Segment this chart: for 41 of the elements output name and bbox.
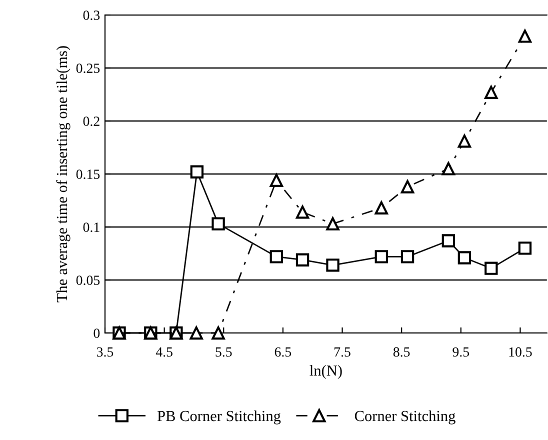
point — [518, 30, 532, 43]
point — [270, 250, 284, 264]
y-tick-label: 0.25 — [76, 64, 100, 74]
x-tick-label: 3.5 — [96, 347, 114, 357]
point — [374, 201, 388, 215]
point — [296, 253, 310, 266]
x-tick-label: 7.5 — [334, 347, 350, 357]
x-tick-label: 6.5 — [274, 347, 292, 357]
x-tick-label: 9.5 — [452, 347, 470, 357]
point — [442, 234, 456, 248]
point — [458, 134, 472, 148]
point — [458, 251, 472, 264]
x-tick-label: 4.5 — [156, 347, 172, 357]
point — [190, 165, 204, 178]
x-axis-title: ln(N) — [310, 365, 342, 379]
x-tick-label: 5.5 — [216, 347, 232, 357]
point — [442, 162, 456, 176]
y-tick-label: 0 — [94, 328, 100, 338]
point — [518, 242, 532, 255]
y-tick-label: 0.15 — [76, 170, 100, 180]
point — [212, 326, 225, 340]
y-tick-label: 0.1 — [83, 222, 100, 232]
point — [326, 217, 340, 230]
point — [212, 217, 225, 230]
y-tick-label: 0.2 — [83, 116, 100, 126]
legend-label: PB Corner Stitching — [157, 410, 281, 424]
y-axis-title: The average time of inserting one tile(ms) — [56, 46, 70, 302]
y-tick-label: 0.05 — [76, 276, 100, 286]
point — [484, 86, 498, 99]
point — [374, 250, 388, 264]
legend-label: Corner Stitching — [354, 410, 456, 424]
point — [484, 262, 498, 275]
point — [270, 174, 284, 187]
point — [326, 258, 340, 272]
y-tick-label: 0.3 — [83, 10, 100, 20]
point — [296, 206, 310, 219]
point — [400, 250, 414, 264]
point — [400, 180, 414, 194]
x-tick-label: 8.5 — [393, 347, 410, 357]
x-tick-label: 10.5 — [509, 347, 532, 357]
point — [190, 326, 203, 340]
